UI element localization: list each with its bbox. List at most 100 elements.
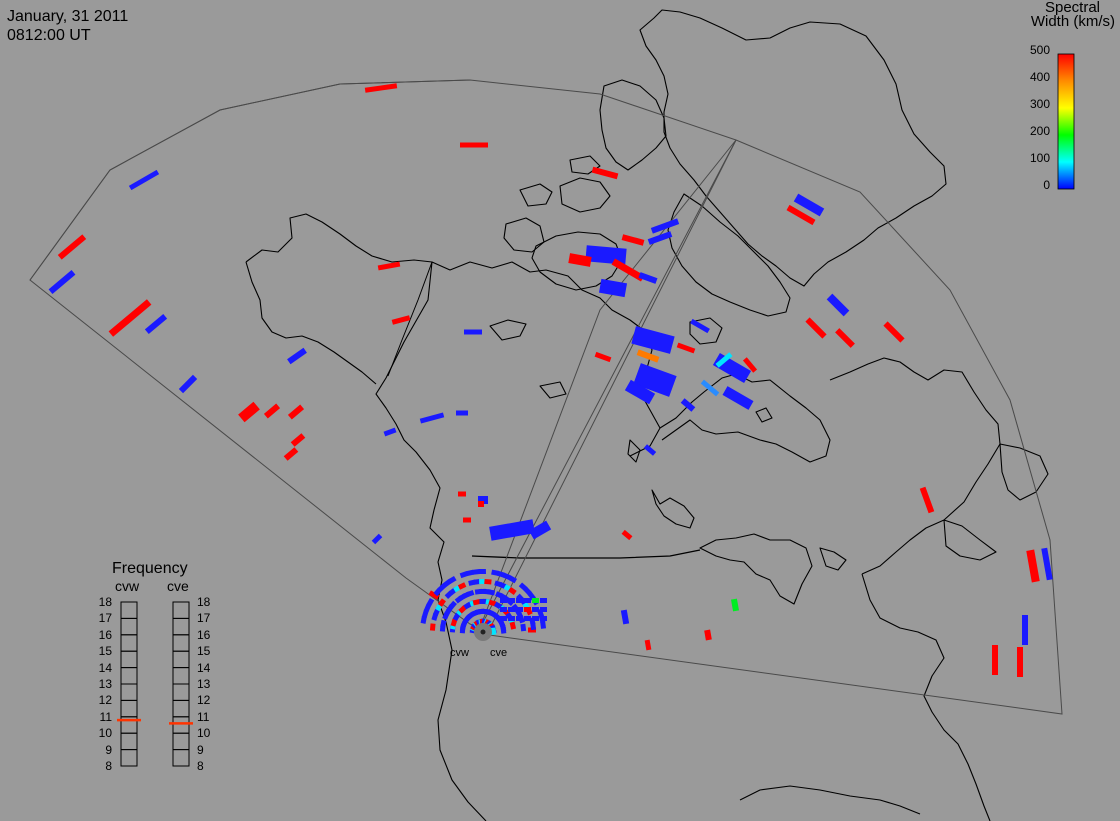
echo-cell xyxy=(463,517,471,523)
frequency-tick: 17 xyxy=(98,611,112,626)
frequency-tick: 13 xyxy=(197,677,211,691)
echo-cell xyxy=(805,317,827,339)
echo-cell xyxy=(992,645,998,675)
echo-cell xyxy=(524,607,531,612)
echo-cell xyxy=(472,598,481,606)
echo-cell xyxy=(484,578,492,585)
echo-cell xyxy=(458,491,466,497)
echo-cell xyxy=(591,166,619,180)
echo-cell xyxy=(636,349,660,363)
frequency-tick: 15 xyxy=(98,644,112,659)
echo-cell xyxy=(478,501,484,507)
frequency-tick: 12 xyxy=(98,693,112,708)
echo-cell xyxy=(263,403,281,419)
echo-cell xyxy=(489,519,535,541)
frequency-col-west: cvw xyxy=(115,578,140,594)
echo-cell xyxy=(502,572,512,581)
echo-cell xyxy=(500,607,507,612)
echo-cell xyxy=(540,621,547,629)
echo-cell xyxy=(429,623,436,631)
echo-cell xyxy=(690,318,710,334)
southampton-island xyxy=(689,317,723,345)
echo-cell xyxy=(283,447,299,461)
echo-cell xyxy=(624,379,656,405)
echo-cell xyxy=(457,582,467,590)
echo-cell xyxy=(478,568,486,575)
lake-winnipeg xyxy=(627,439,641,463)
cvw-fov xyxy=(29,79,737,629)
echo-cell xyxy=(508,598,515,603)
hudson-bay-coast xyxy=(659,373,831,463)
echo-cell xyxy=(516,616,523,621)
echo-cell xyxy=(1041,547,1053,581)
date-label: January, 31 2011 xyxy=(7,8,129,25)
coastlines xyxy=(245,9,1049,821)
echo-cell xyxy=(883,321,905,343)
colorbar-tick: 400 xyxy=(1029,70,1050,84)
echo-cell xyxy=(644,639,652,651)
echo-cell xyxy=(466,590,475,598)
echo-cell xyxy=(488,599,497,607)
frequency-gauge-cell xyxy=(172,716,190,734)
frequency-gauge-cell xyxy=(120,749,138,767)
echo-cell xyxy=(440,619,447,628)
border-49th xyxy=(471,549,701,559)
echo-cell xyxy=(1026,549,1040,583)
echo-cell xyxy=(459,571,468,579)
radar-label-east: cve xyxy=(490,647,508,659)
baffin-island xyxy=(667,193,791,317)
frequency-gauges xyxy=(117,601,193,767)
frequency-gauge-cell xyxy=(120,667,138,685)
echo-cell xyxy=(633,363,677,397)
echo-cell xyxy=(530,622,537,631)
echo-cell xyxy=(508,586,517,595)
echo-cell xyxy=(465,569,474,577)
echo-cell xyxy=(540,616,547,621)
victoria-island xyxy=(531,231,623,291)
belcher-islands xyxy=(539,381,773,423)
colorbar-title-line2: Width (km/s) xyxy=(1030,13,1115,30)
echo-cell xyxy=(742,357,758,373)
frequency-tick: 17 xyxy=(197,611,211,626)
echo-cell xyxy=(650,218,680,234)
echo-cell xyxy=(704,629,712,641)
frequency-gauge-cell xyxy=(120,732,138,751)
echo-cell xyxy=(524,598,531,603)
labrador-coast xyxy=(829,357,1001,575)
echo-cell xyxy=(509,621,517,630)
echo-cell xyxy=(731,598,739,612)
echo-cell xyxy=(621,529,633,541)
frequency-tick: 9 xyxy=(197,742,204,757)
frequency-gauge-cell xyxy=(172,699,190,718)
echo-cell xyxy=(448,600,457,610)
devon-island xyxy=(559,177,611,213)
echo-cell xyxy=(57,234,87,260)
gulf-coast xyxy=(739,785,921,815)
frequency-gauge-cell xyxy=(120,699,138,718)
echo-cell xyxy=(508,575,518,584)
echo-cell xyxy=(108,299,152,337)
frequency-tick: 8 xyxy=(105,759,112,773)
echo-cell xyxy=(826,293,850,317)
echo-cell xyxy=(419,412,445,424)
echo-cell xyxy=(500,616,507,621)
echo-cell xyxy=(620,609,630,625)
frequency-gauge-cell xyxy=(120,601,138,619)
maritimes xyxy=(943,519,997,561)
echo-cell xyxy=(524,616,531,621)
echo-cell xyxy=(715,352,733,368)
echo-cell xyxy=(540,607,547,612)
frequency-gauge-cell xyxy=(172,617,190,636)
frequency-tick: 11 xyxy=(197,709,210,724)
colorbar-tick: 0 xyxy=(1043,178,1050,192)
echo-cell xyxy=(144,313,168,335)
echo-cell xyxy=(290,433,306,447)
radar-label-west: cvw xyxy=(450,647,469,659)
frequency-tick: 16 xyxy=(197,627,211,642)
echo-cell xyxy=(621,234,645,246)
echo-cell xyxy=(676,342,696,354)
echo-cell xyxy=(464,329,482,335)
echo-cell xyxy=(364,83,398,93)
